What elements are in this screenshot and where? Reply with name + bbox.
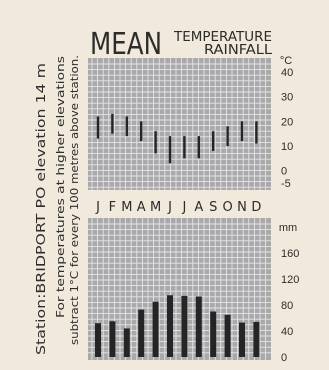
rainfall-bar — [253, 321, 260, 357]
rainfall-tick-label: 40 — [281, 326, 293, 338]
rainfall-bars — [95, 295, 260, 357]
rainfall-bar — [239, 322, 245, 357]
temperature-range-bar — [197, 136, 200, 159]
temperature-heading: TEMPERATURE — [173, 30, 272, 45]
month-label: D — [251, 200, 261, 215]
temperature-range-bar — [226, 126, 229, 146]
temperature-tick-label: -5 — [281, 178, 291, 190]
month-label: J — [181, 200, 186, 215]
month-label: J — [167, 200, 172, 215]
month-label: N — [237, 200, 247, 215]
rainfall-bar — [95, 323, 101, 357]
rainfall-bar — [109, 321, 116, 357]
month-label: A — [137, 200, 146, 215]
rainfall-bar — [167, 295, 173, 357]
rainfall-tick-labels: 160 120 80 40 0 — [281, 248, 299, 364]
rainfall-bar — [195, 296, 202, 357]
temperature-panel — [88, 58, 271, 190]
month-label: M — [150, 200, 161, 215]
temperature-tick-label: 20 — [281, 116, 293, 128]
rainfall-heading: RAINFALL — [204, 43, 273, 58]
rainfall-unit-label: mm — [279, 222, 297, 234]
rainfall-tick-label: 120 — [281, 274, 299, 286]
temperature-tick-labels: 40 30 20 10 0-5 — [281, 67, 293, 190]
month-label: A — [194, 200, 203, 215]
temperature-range-bars — [96, 113, 258, 164]
temperature-grid — [88, 58, 271, 190]
month-label: J — [95, 200, 100, 215]
station-label: Station:BRIDPORT PO elevation 14 m — [34, 63, 48, 355]
month-label: F — [109, 200, 116, 215]
rainfall-bar — [181, 295, 188, 357]
rainfall-bar — [210, 311, 217, 357]
temperature-range-bar — [154, 131, 157, 154]
month-label: S — [209, 200, 217, 215]
temperature-tick-label: 10 — [281, 141, 293, 153]
temperature-range-bar — [183, 136, 186, 159]
temperature-range-bar — [240, 121, 244, 142]
temperature-range-bar — [140, 121, 143, 142]
rainfall-bar — [138, 309, 145, 357]
rainfall-bar — [224, 314, 231, 357]
temperature-range-bar — [96, 116, 100, 139]
rainfall-tick-label: 0 — [281, 352, 287, 364]
elevation-note-line-2: subtract 1°C for every 100 metres above … — [68, 55, 81, 345]
rainfall-bar — [123, 328, 130, 357]
rainfall-tick-label: 160 — [281, 248, 299, 260]
temperature-range-bar — [125, 116, 128, 137]
rainfall-tick-label: 80 — [281, 300, 293, 312]
temperature-unit-label: °C — [280, 55, 292, 67]
temperature-tick-label: 30 — [281, 92, 293, 104]
rainfall-bar — [152, 301, 159, 357]
chart-title: MEAN — [90, 27, 162, 62]
temperature-range-bar — [111, 113, 114, 134]
month-label: O — [222, 200, 232, 215]
temperature-range-bar — [168, 136, 172, 164]
elevation-note-line-1: For temperatures at higher elevations — [54, 56, 67, 318]
temperature-tick-label: 0 — [281, 166, 287, 178]
temperature-range-bar — [255, 121, 258, 144]
temperature-tick-label: 40 — [281, 67, 293, 79]
temperature-range-bar — [212, 131, 215, 151]
month-label: M — [121, 200, 132, 215]
